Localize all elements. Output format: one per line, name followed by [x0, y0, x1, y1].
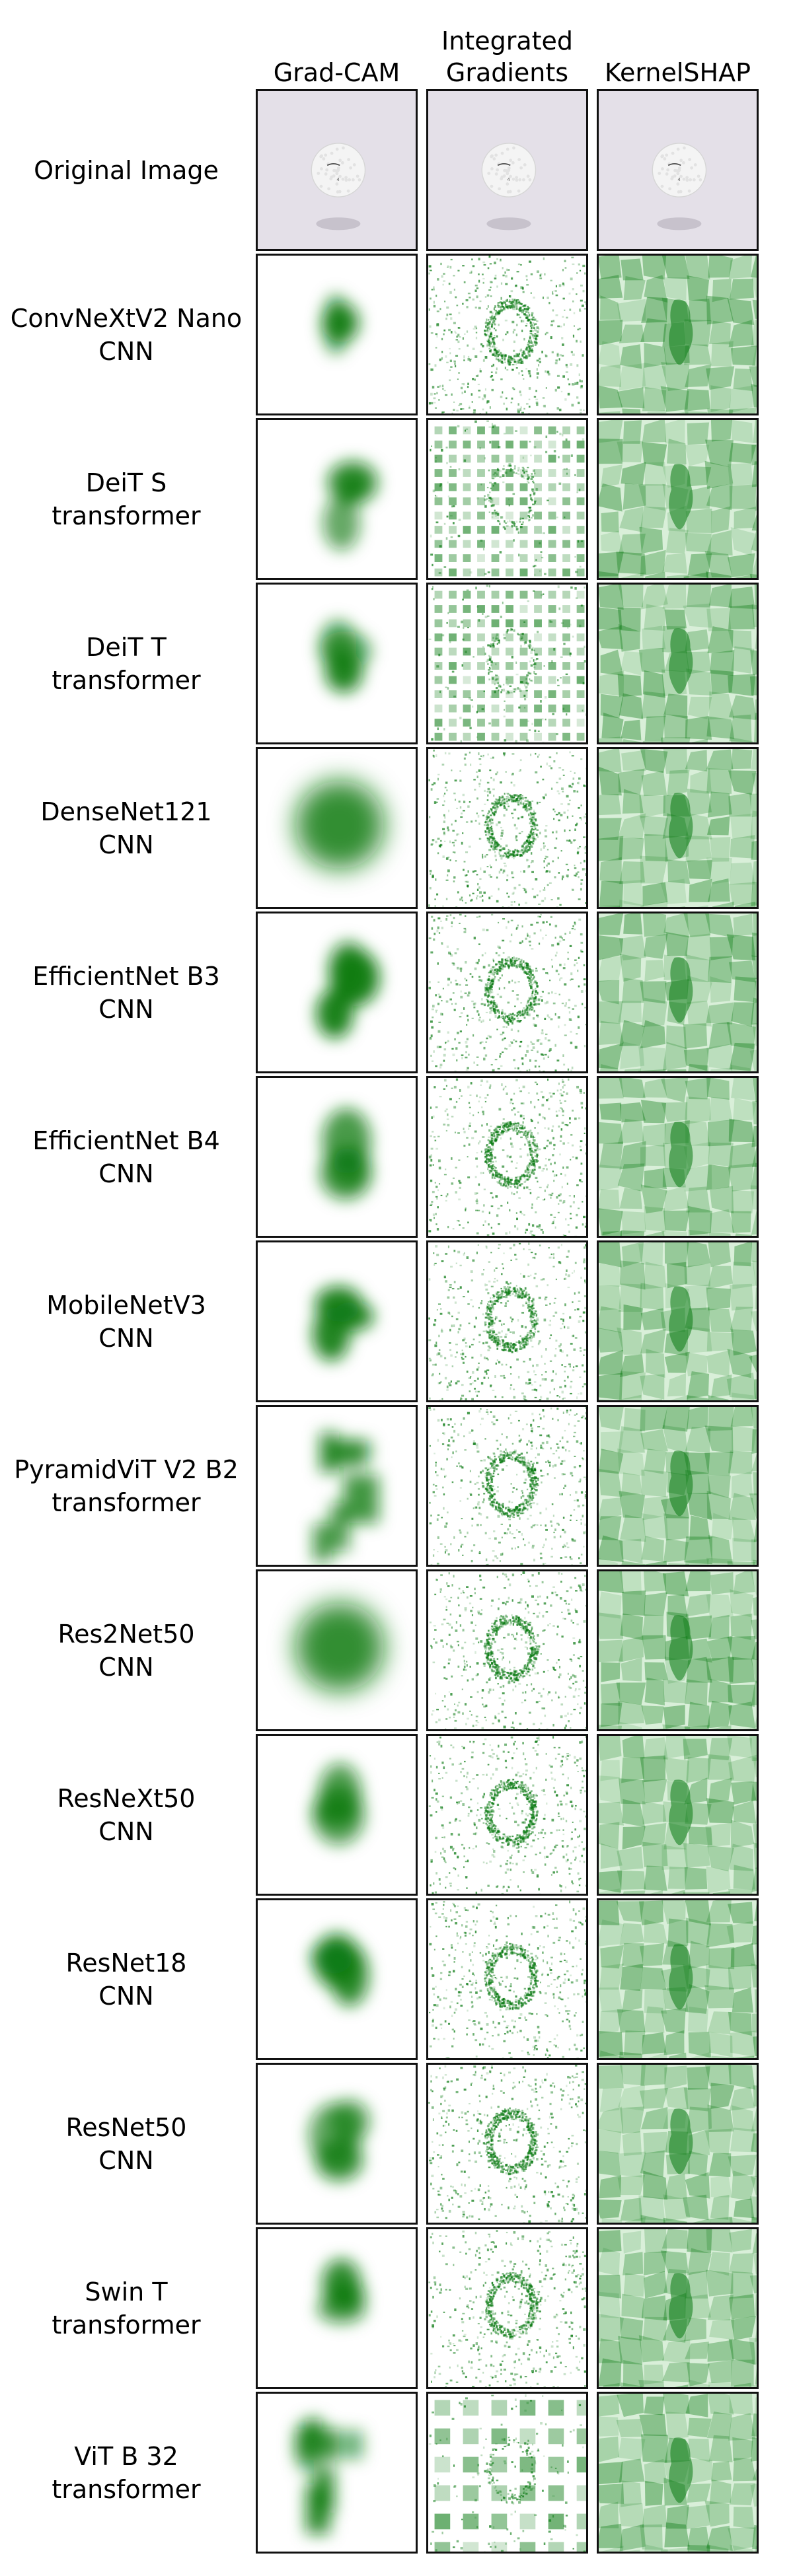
- kernelshap-map: [597, 583, 759, 744]
- column-header-shap: KernelSHAP: [605, 58, 751, 87]
- row-label: MobileNetV3 CNN: [0, 1240, 252, 1402]
- model-family: transformer: [52, 501, 201, 530]
- row-label: Res2Net50 CNN: [0, 1569, 252, 1731]
- svg-text:4: 4: [508, 177, 510, 182]
- model-name: ResNet50: [65, 2112, 187, 2142]
- model-family: CNN: [98, 336, 154, 366]
- gradcam-map: [256, 912, 418, 1073]
- integrated-gradients-map: [426, 1734, 588, 1896]
- model-family: CNN: [98, 1981, 154, 2011]
- kernelshap-map: [597, 254, 759, 415]
- row-label: PyramidViT V2 B2 transformer: [0, 1405, 252, 1567]
- model-name: DenseNet121: [40, 797, 212, 826]
- model-family: transformer: [52, 2474, 201, 2504]
- gradcam-map: [256, 1898, 418, 2060]
- integrated-gradients-map: [426, 1405, 588, 1567]
- model-name: DeiT S: [85, 468, 167, 497]
- integrated-gradients-map: [426, 2063, 588, 2225]
- model-family: CNN: [98, 1652, 154, 1682]
- gradcam-map: [256, 747, 418, 909]
- integrated-gradients-map: [426, 583, 588, 744]
- kernelshap-map: [597, 1734, 759, 1896]
- kernelshap-map: [597, 2227, 759, 2389]
- kernelshap-map: [597, 1569, 759, 1731]
- integrated-gradients-map: [426, 1076, 588, 1238]
- row-label: EfficientNet B3 CNN: [0, 912, 252, 1073]
- gradcam-map: [256, 1569, 418, 1731]
- column-header-gradcam: Grad-CAM: [273, 58, 400, 87]
- original-image-cell: 4: [256, 89, 418, 251]
- integrated-gradients-map: [426, 1569, 588, 1731]
- model-name: MobileNetV3: [46, 1290, 206, 1320]
- model-family: CNN: [98, 994, 154, 1024]
- gradcam-map: [256, 254, 418, 415]
- gradcam-map: [256, 583, 418, 744]
- model-family: transformer: [52, 2310, 201, 2340]
- gradcam-map: [256, 2392, 418, 2554]
- svg-text:4: 4: [337, 177, 340, 182]
- original-image-cell: 4: [426, 89, 588, 251]
- model-family: CNN: [98, 1323, 154, 1353]
- model-name: ResNeXt50: [57, 1783, 196, 1813]
- model-family: CNN: [98, 1159, 154, 1188]
- integrated-gradients-map: [426, 747, 588, 909]
- gradcam-map: [256, 1076, 418, 1238]
- integrated-gradients-map: [426, 2227, 588, 2389]
- gradcam-map: [256, 1240, 418, 1402]
- model-family: CNN: [98, 2145, 154, 2175]
- kernelshap-map: [597, 747, 759, 909]
- kernelshap-map: [597, 2063, 759, 2225]
- kernelshap-map: [597, 1240, 759, 1402]
- row-label: EfficientNet B4 CNN: [0, 1076, 252, 1238]
- model-family: transformer: [52, 665, 201, 695]
- model-name: PyramidViT V2 B2: [14, 1454, 239, 1484]
- integrated-gradients-map: [426, 2392, 588, 2554]
- column-header-ig: Integrated Gradients: [441, 26, 573, 87]
- integrated-gradients-map: [426, 1240, 588, 1402]
- row-label: DeiT S transformer: [0, 418, 252, 580]
- row-label: ViT B 32 transformer: [0, 2392, 252, 2554]
- integrated-gradients-map: [426, 1898, 588, 2060]
- integrated-gradients-map: [426, 418, 588, 580]
- model-name: EfficientNet B3: [32, 961, 220, 991]
- gradcam-map: [256, 1734, 418, 1896]
- model-name: ResNet18: [65, 1948, 187, 1978]
- model-name: ConvNeXtV2 Nano: [10, 303, 243, 333]
- model-family: CNN: [98, 1816, 154, 1846]
- gradcam-map: [256, 2063, 418, 2225]
- row-label: ResNeXt50 CNN: [0, 1734, 252, 1896]
- row-label-original-image: Original Image: [0, 89, 252, 251]
- gradcam-map: [256, 418, 418, 580]
- model-name: EfficientNet B4: [32, 1126, 220, 1155]
- model-name: DeiT T: [86, 632, 167, 662]
- kernelshap-map: [597, 418, 759, 580]
- kernelshap-map: [597, 2392, 759, 2554]
- gradcam-map: [256, 2227, 418, 2389]
- model-name: ViT B 32: [74, 2441, 178, 2471]
- kernelshap-map: [597, 912, 759, 1073]
- svg-text:4: 4: [678, 177, 681, 182]
- row-label: ResNet50 CNN: [0, 2063, 252, 2225]
- integrated-gradients-map: [426, 254, 588, 415]
- original-image-cell: 4: [597, 89, 759, 251]
- model-name: Res2Net50: [57, 1619, 195, 1649]
- integrated-gradients-map: [426, 912, 588, 1073]
- row-label-text: Original Image: [34, 155, 219, 185]
- kernelshap-map: [597, 1405, 759, 1567]
- row-label: ResNet18 CNN: [0, 1898, 252, 2060]
- kernelshap-map: [597, 1898, 759, 2060]
- row-label: DenseNet121 CNN: [0, 747, 252, 909]
- model-family: CNN: [98, 830, 154, 859]
- gradcam-map: [256, 1405, 418, 1567]
- model-name: Swin T: [85, 2277, 168, 2307]
- kernelshap-map: [597, 1076, 759, 1238]
- model-family: transformer: [52, 1487, 201, 1517]
- row-label: ConvNeXtV2 Nano CNN: [0, 254, 252, 415]
